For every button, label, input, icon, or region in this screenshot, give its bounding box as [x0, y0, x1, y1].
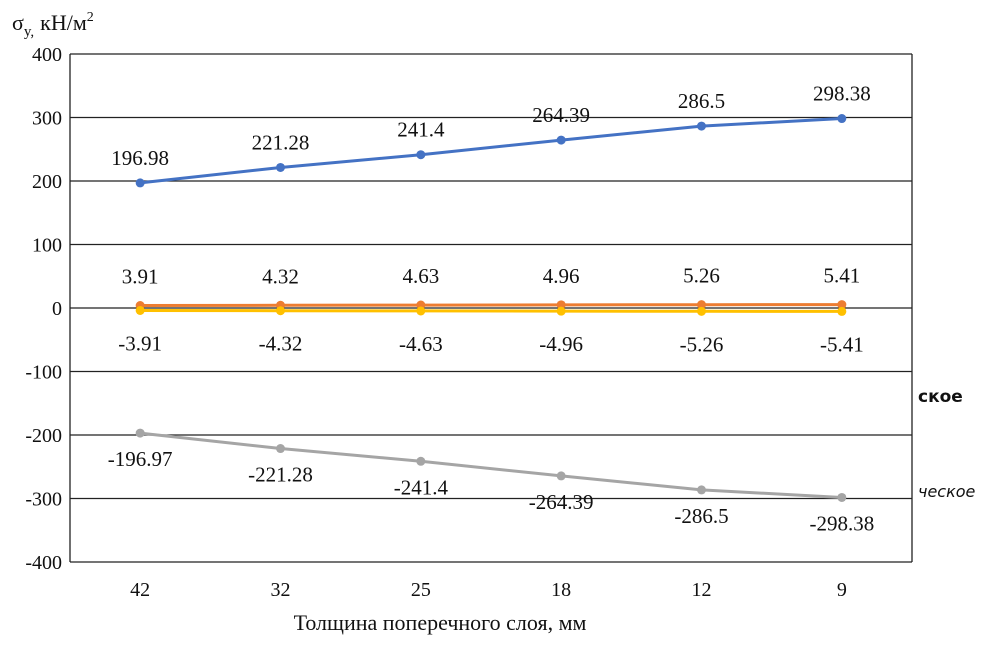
y-tick-labels: 400 300 200 100 0 -100 -200 -300 -400 [25, 44, 62, 574]
series-points [135, 114, 847, 502]
data-point [837, 492, 847, 502]
y-tick-label: 0 [52, 298, 62, 320]
data-label: -5.26 [680, 332, 724, 356]
data-point [416, 150, 426, 160]
data-point [416, 456, 426, 466]
data-label: 264.39 [532, 103, 590, 127]
data-point [837, 114, 847, 124]
data-point [276, 444, 285, 454]
y-tick-label: 200 [32, 171, 62, 193]
y-tick-label: -200 [25, 425, 62, 447]
x-tick-label: 25 [411, 579, 431, 601]
data-label: -4.63 [399, 332, 443, 356]
y-axis-title: σy, кН/м2 [12, 10, 94, 40]
data-point [135, 178, 145, 188]
y-tick-label: -400 [25, 552, 62, 574]
x-tick-label: 9 [837, 579, 847, 601]
series-line-3 [138, 309, 844, 313]
data-label: 286.5 [678, 89, 725, 113]
data-label: 221.28 [252, 130, 310, 154]
x-axis-title: Толщина поперечного слоя, мм [294, 610, 587, 635]
data-label: -241.4 [394, 475, 449, 499]
y-axis-power: 2 [87, 10, 94, 25]
data-label: -298.38 [809, 511, 874, 535]
data-label: -4.32 [259, 332, 303, 356]
data-point [697, 485, 706, 495]
data-label: 5.26 [683, 264, 720, 288]
data-point [276, 306, 285, 316]
data-label: 5.41 [823, 264, 860, 288]
data-label: -286.5 [674, 504, 728, 528]
y-tick-label: -300 [25, 489, 62, 511]
data-label: -3.91 [118, 331, 162, 355]
data-point [556, 135, 566, 145]
data-point [697, 306, 706, 316]
x-tick-label: 32 [271, 579, 291, 601]
y-axis-unit: кН/м [40, 10, 87, 35]
y-tick-label: 300 [32, 108, 62, 130]
data-label: 196.98 [111, 146, 169, 170]
data-point [135, 428, 145, 438]
y-axis-symbol: σ [12, 10, 24, 35]
data-label: 4.96 [543, 264, 580, 288]
data-label: 4.63 [402, 264, 439, 288]
x-tick-label: 42 [130, 579, 150, 601]
gridlines [69, 53, 913, 563]
x-tick-labels: 42 32 25 18 12 9 [130, 579, 847, 601]
data-point [837, 306, 847, 316]
data-label: -4.96 [539, 332, 583, 356]
legend-fragment-1: ское [918, 387, 963, 407]
data-label: -264.39 [529, 490, 594, 514]
data-labels: 196.98 221.28 241.4 264.39 286.5 298.38 3.91 4.… [108, 82, 874, 536]
y-tick-label: 400 [32, 44, 62, 66]
data-point [416, 306, 426, 316]
data-label: 4.32 [262, 264, 299, 288]
data-point [837, 300, 847, 310]
y-axis-subscript: y, [24, 24, 34, 40]
data-point [135, 305, 145, 315]
data-label: 3.91 [122, 265, 159, 289]
legend-fragment-2: ческое [918, 482, 976, 501]
series-line-1 [138, 117, 844, 185]
data-label: -221.28 [248, 463, 313, 487]
x-tick-label: 12 [692, 579, 712, 601]
data-label: -5.41 [820, 332, 864, 356]
y-tick-label: 100 [32, 235, 62, 257]
data-label: 298.38 [813, 82, 871, 106]
series-line-2 [138, 303, 844, 307]
series-lines [138, 117, 844, 499]
data-point [697, 121, 706, 131]
data-point [697, 300, 706, 310]
x-tick-label: 18 [551, 579, 571, 601]
data-point [556, 471, 566, 481]
data-label: 241.4 [397, 118, 445, 142]
y-tick-label: -100 [25, 362, 62, 384]
series-line-4 [138, 431, 844, 499]
data-point [276, 162, 285, 172]
data-label: -196.97 [108, 447, 173, 471]
data-point [556, 306, 566, 316]
data-point [556, 300, 566, 310]
